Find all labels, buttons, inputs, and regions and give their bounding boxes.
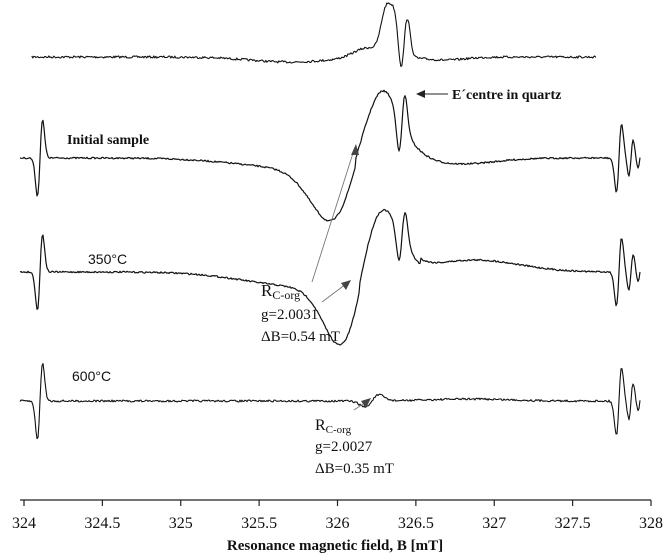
rc350-arrowhead-right — [341, 280, 351, 290]
x-tick-label: 325 — [169, 515, 193, 532]
x-tick-label: 326 — [326, 515, 350, 532]
rc350-label-main: R — [261, 281, 273, 300]
rc350-arrowhead-up — [351, 144, 359, 155]
x-tick-label: 326.5 — [398, 515, 434, 532]
e-centre-label: E´centre in quartz — [452, 88, 561, 103]
x-tick-label: 328 — [639, 515, 663, 532]
rc600-label: RC-org — [315, 417, 352, 436]
e-centre-arrowhead — [416, 90, 425, 98]
x-tick-label: 327.5 — [555, 515, 591, 532]
rc350-linewidth: ΔB=0.54 mT — [261, 329, 340, 345]
rc350-label-subscript: C-org — [272, 288, 300, 302]
rc600-arrowhead — [361, 398, 371, 408]
x-tick-label: 324.5 — [84, 515, 120, 532]
series-label-initial: Initial sample — [67, 133, 149, 148]
rc600-label-subscript: C-org — [326, 424, 352, 436]
series-line-350 — [19, 208, 641, 346]
series-line-quartz — [31, 2, 597, 67]
x-tick-label: 324 — [12, 515, 36, 532]
series-line-initial — [19, 89, 641, 222]
spectra-traces — [19, 2, 641, 440]
x-tick-label: 325.5 — [241, 515, 277, 532]
rc600-linewidth: ΔB=0.35 mT — [315, 461, 394, 477]
rc350-arrow-right — [321, 283, 347, 303]
rc600-label-main: R — [315, 417, 326, 434]
series-label-600: 600°C — [72, 368, 111, 384]
x-axis-title: Resonance magnetic field, B [mT] — [227, 538, 443, 554]
rc350-label: RC-org — [261, 281, 300, 302]
rc350-g-value: g=2.0031 — [261, 307, 318, 323]
series-line-600 — [19, 363, 641, 440]
series-label-350: 350°C — [88, 251, 127, 267]
x-axis-ticks: 324 324.5 325 325.5 326 326.5 327 327.5 328 — [12, 500, 663, 532]
x-tick-label: 327 — [482, 515, 506, 532]
rc600-g-value: g=2.0027 — [315, 439, 373, 455]
rc350-arrow-up — [311, 149, 355, 283]
